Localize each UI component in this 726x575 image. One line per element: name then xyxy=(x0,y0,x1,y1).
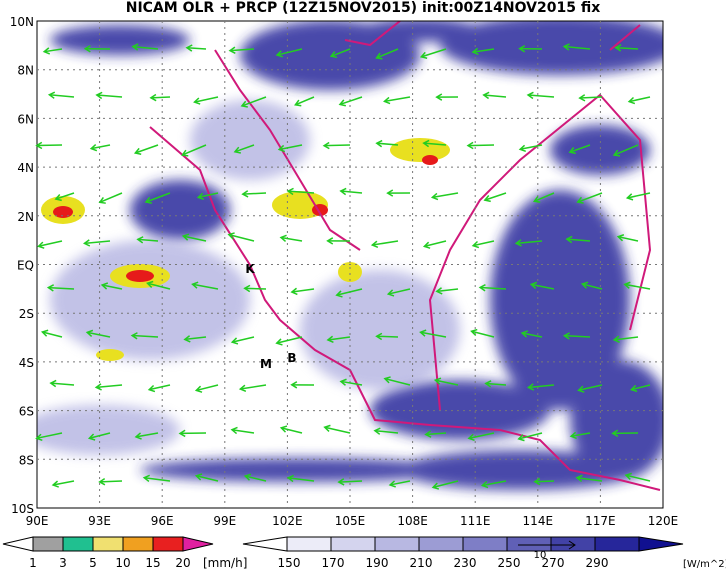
colorbar-box xyxy=(153,537,183,551)
colorbar-box xyxy=(33,537,63,551)
wind-arrow xyxy=(151,97,170,98)
colorbar-label: 15 xyxy=(145,556,160,570)
colorbar-label: 10 xyxy=(115,556,130,570)
colorbar-label: 1 xyxy=(29,556,37,570)
lon-label: 105E xyxy=(335,514,366,528)
colorbar-box xyxy=(419,537,463,551)
lat-label: 4S xyxy=(19,356,34,370)
lat-label: 4N xyxy=(17,161,34,175)
colorbar-label: 190 xyxy=(366,556,389,570)
colorbar-end xyxy=(3,537,33,551)
wind-arrow xyxy=(377,336,398,337)
colorbar-box xyxy=(331,537,375,551)
lat-label: 2N xyxy=(17,210,34,224)
colorbar-label: 150 xyxy=(278,556,301,570)
reference-label: 10 xyxy=(534,550,547,561)
wind-arrow xyxy=(324,145,350,146)
colorbar-box xyxy=(463,537,507,551)
wind-arrow xyxy=(580,97,602,98)
title: NICAM OLR + PRCP (12Z15NOV2015) init:00Z… xyxy=(126,0,601,16)
lat-label: EQ xyxy=(17,259,34,273)
wind-arrow xyxy=(37,145,62,146)
colorbar-end xyxy=(243,537,287,551)
colorbar-end xyxy=(183,537,213,551)
colorbar-label: 3 xyxy=(59,556,67,570)
colorbar-box xyxy=(123,537,153,551)
colorbar-label: 290 xyxy=(586,556,609,570)
place-label: M xyxy=(260,357,272,371)
colorbar-box xyxy=(93,537,123,551)
lat-label: 8S xyxy=(19,453,34,467)
lon-label: 90E xyxy=(26,514,49,528)
colorbar-box xyxy=(287,537,331,551)
colorbar-box xyxy=(595,537,639,551)
lon-label: 99E xyxy=(213,514,236,528)
lon-label: 120E xyxy=(648,514,679,528)
colorbar-label: 210 xyxy=(410,556,433,570)
colorbar-box xyxy=(63,537,93,551)
lon-label: 111E xyxy=(460,514,491,528)
colorbar-unit: [mm/h] xyxy=(203,556,247,570)
lon-label: 114E xyxy=(523,514,554,528)
lon-label: 96E xyxy=(151,514,174,528)
colorbar-label: 230 xyxy=(454,556,477,570)
lat-label: 8N xyxy=(17,64,34,78)
colorbar-box xyxy=(375,537,419,551)
colorbar-unit: [W/m^2] xyxy=(683,559,726,570)
lon-label: 93E xyxy=(88,514,111,528)
lon-label: 102E xyxy=(272,514,303,528)
colorbar-label: 170 xyxy=(322,556,345,570)
place-label: B xyxy=(287,351,296,365)
wind-arrow xyxy=(100,481,122,482)
lat-label: 10N xyxy=(10,15,34,29)
lat-label: 6N xyxy=(17,112,34,126)
colorbar-label: 20 xyxy=(175,556,190,570)
colorbar-label: 250 xyxy=(498,556,521,570)
colorbar-label: 5 xyxy=(89,556,97,570)
lat-label: 2S xyxy=(19,307,34,321)
wind-arrow xyxy=(468,145,494,146)
lat-label: 6S xyxy=(19,405,34,419)
colorbar-box xyxy=(507,537,551,551)
wind-arrow xyxy=(535,481,554,482)
wind-arrow xyxy=(245,288,266,289)
lon-label: 108E xyxy=(397,514,428,528)
place-label: K xyxy=(245,262,255,276)
lon-label: 117E xyxy=(585,514,616,528)
colorbar-end xyxy=(639,537,683,551)
